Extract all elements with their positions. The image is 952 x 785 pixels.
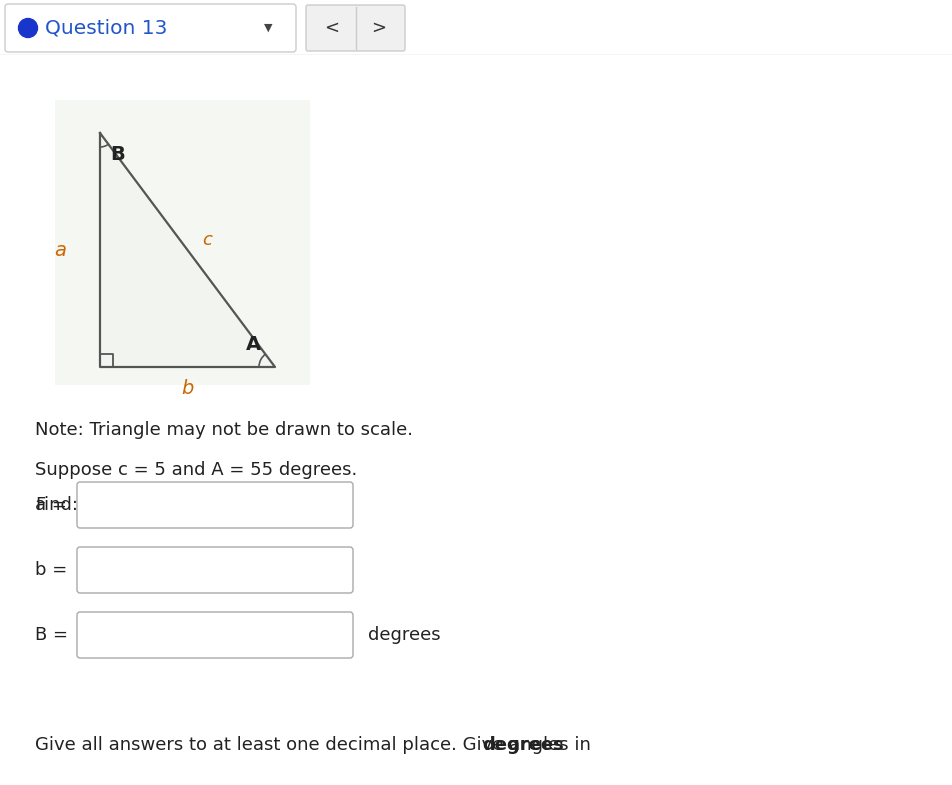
Text: B =: B = [35, 626, 68, 644]
Text: degrees: degrees [483, 736, 564, 754]
Text: c: c [203, 231, 212, 249]
Text: degrees: degrees [368, 626, 441, 644]
Text: b =: b = [35, 561, 68, 579]
FancyBboxPatch shape [77, 547, 353, 593]
Text: b: b [181, 379, 193, 399]
Text: Question 13: Question 13 [45, 19, 168, 38]
FancyBboxPatch shape [5, 4, 296, 52]
Text: B: B [110, 145, 126, 165]
Bar [55, 100, 310, 385]
Text: >: > [371, 19, 387, 37]
Text: a =: a = [35, 496, 67, 514]
Text: a: a [54, 240, 66, 260]
Circle shape [18, 19, 37, 38]
Text: A: A [246, 335, 261, 355]
Polygon shape [100, 133, 275, 367]
Text: Suppose c = 5 and A = 55 degrees.: Suppose c = 5 and A = 55 degrees. [35, 461, 357, 479]
Text: Find:: Find: [35, 496, 78, 514]
Text: ▼: ▼ [264, 23, 272, 33]
FancyBboxPatch shape [77, 482, 353, 528]
Text: <: < [325, 19, 340, 37]
Text: Give all answers to at least one decimal place. Give angles in: Give all answers to at least one decimal… [35, 736, 597, 754]
FancyBboxPatch shape [306, 5, 405, 51]
FancyBboxPatch shape [77, 612, 353, 658]
Text: Note: Triangle may not be drawn to scale.: Note: Triangle may not be drawn to scale… [35, 421, 413, 439]
